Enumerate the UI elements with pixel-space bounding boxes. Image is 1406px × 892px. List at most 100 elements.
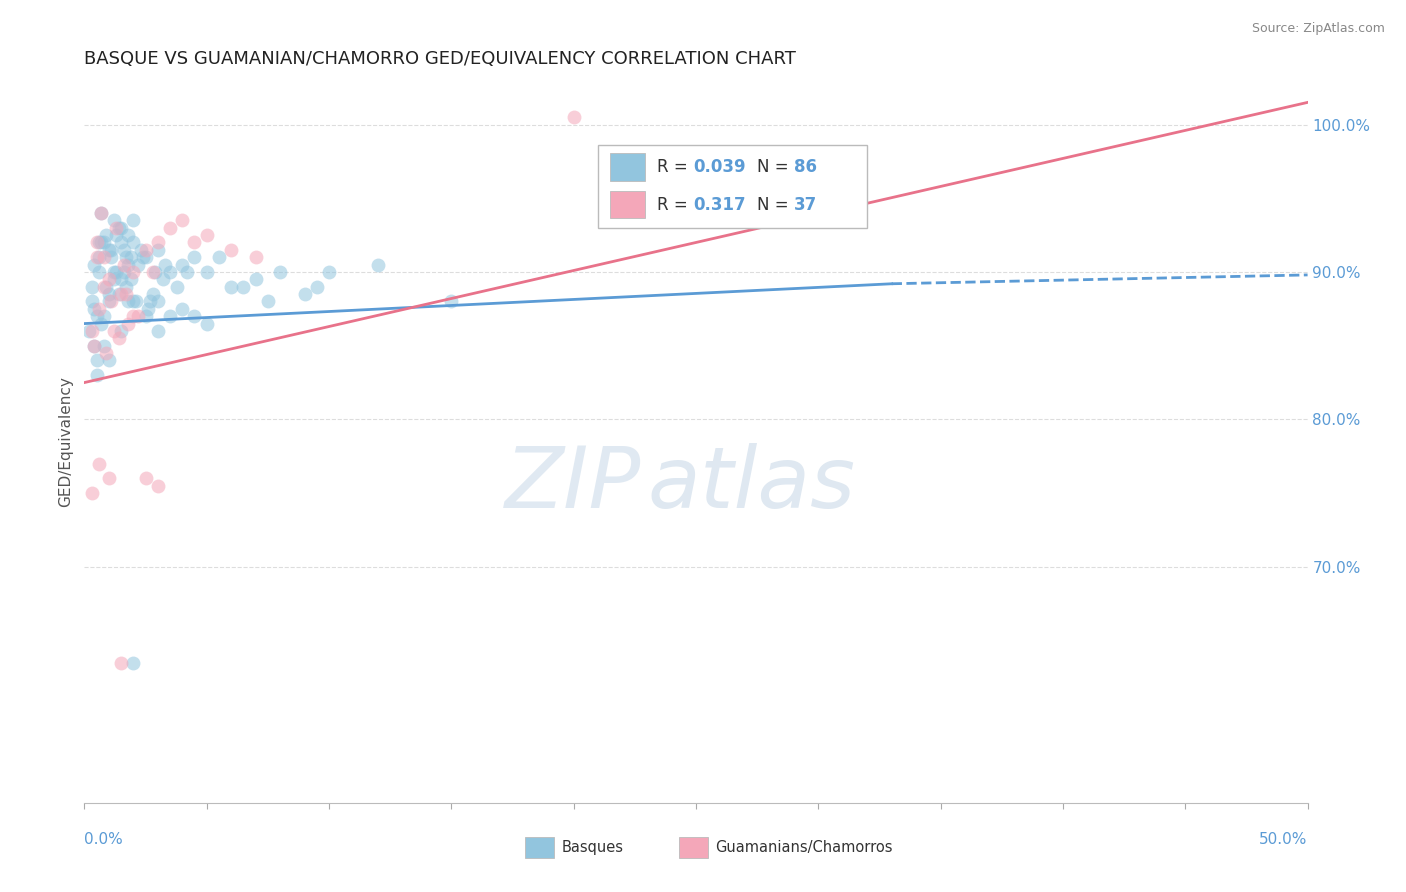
Point	[86, 250, 108, 264]
Point	[87, 265, 110, 279]
Point	[80, 486, 103, 500]
Point	[107, 220, 129, 235]
Point	[87, 457, 110, 471]
Point	[93, 279, 115, 293]
Point	[117, 228, 139, 243]
Point	[367, 258, 389, 272]
Point	[172, 258, 194, 272]
Text: 0.317: 0.317	[693, 195, 747, 213]
Point	[159, 309, 181, 323]
Point	[90, 235, 112, 250]
Point	[93, 309, 115, 323]
Point	[142, 265, 165, 279]
Point	[129, 243, 152, 257]
Point	[86, 368, 108, 383]
Point	[83, 301, 105, 316]
Point	[143, 265, 166, 279]
Point	[87, 235, 110, 250]
Point	[97, 272, 120, 286]
Point	[110, 272, 132, 286]
Point	[96, 279, 118, 293]
Point	[305, 279, 328, 293]
Point	[139, 294, 162, 309]
Point	[107, 331, 129, 345]
Point	[219, 279, 242, 293]
Point	[195, 228, 218, 243]
Point	[97, 294, 120, 309]
Point	[103, 272, 125, 286]
Point	[86, 235, 108, 250]
Point	[110, 235, 132, 250]
Point	[159, 220, 181, 235]
Point	[93, 339, 115, 353]
Point	[110, 656, 132, 670]
Point	[127, 258, 149, 272]
Point	[135, 471, 157, 485]
Text: atlas: atlas	[647, 443, 855, 526]
Point	[110, 220, 132, 235]
Point	[80, 279, 103, 293]
Point	[132, 250, 155, 264]
Point	[146, 235, 169, 250]
Point	[146, 479, 169, 493]
Point	[100, 243, 122, 257]
Point	[110, 287, 132, 301]
Point	[232, 279, 254, 293]
Point	[103, 324, 125, 338]
Point	[122, 213, 145, 227]
FancyBboxPatch shape	[598, 145, 868, 228]
Point	[176, 265, 198, 279]
Point	[152, 272, 174, 286]
Text: 86: 86	[794, 158, 817, 176]
Text: 0.039: 0.039	[693, 158, 747, 176]
Point	[90, 317, 112, 331]
Point	[117, 258, 139, 272]
Point	[105, 265, 128, 279]
Point	[87, 301, 110, 316]
Point	[100, 250, 122, 264]
Point	[110, 324, 132, 338]
FancyBboxPatch shape	[524, 837, 554, 858]
Point	[83, 258, 105, 272]
FancyBboxPatch shape	[610, 191, 644, 219]
Point	[86, 353, 108, 368]
Text: Source: ZipAtlas.com: Source: ZipAtlas.com	[1251, 22, 1385, 36]
Text: BASQUE VS GUAMANIAN/CHAMORRO GED/EQUIVALENCY CORRELATION CHART: BASQUE VS GUAMANIAN/CHAMORRO GED/EQUIVAL…	[84, 50, 796, 68]
Point	[97, 243, 120, 257]
Point	[97, 287, 120, 301]
Point	[93, 235, 115, 250]
Point	[122, 656, 145, 670]
Text: Basques: Basques	[561, 840, 623, 855]
Point	[125, 294, 148, 309]
Text: 50.0%: 50.0%	[1260, 832, 1308, 847]
Point	[318, 265, 340, 279]
Point	[219, 243, 242, 257]
Point	[208, 250, 231, 264]
Point	[562, 110, 585, 124]
Point	[245, 250, 267, 264]
Point	[77, 324, 100, 338]
Point	[153, 258, 176, 272]
Point	[146, 294, 169, 309]
Point	[159, 265, 181, 279]
Point	[115, 287, 138, 301]
Point	[96, 346, 118, 360]
Point	[87, 250, 110, 264]
Point	[172, 301, 194, 316]
FancyBboxPatch shape	[610, 153, 644, 181]
Point	[117, 317, 139, 331]
Point	[135, 309, 157, 323]
Point	[269, 265, 291, 279]
Point	[183, 309, 205, 323]
Point	[120, 250, 142, 264]
Text: N =: N =	[758, 195, 794, 213]
Point	[146, 324, 169, 338]
Point	[105, 220, 128, 235]
FancyBboxPatch shape	[679, 837, 709, 858]
Point	[257, 294, 280, 309]
Point	[146, 243, 169, 257]
Point	[122, 309, 145, 323]
Point	[183, 250, 205, 264]
Point	[112, 243, 135, 257]
Point	[122, 235, 145, 250]
